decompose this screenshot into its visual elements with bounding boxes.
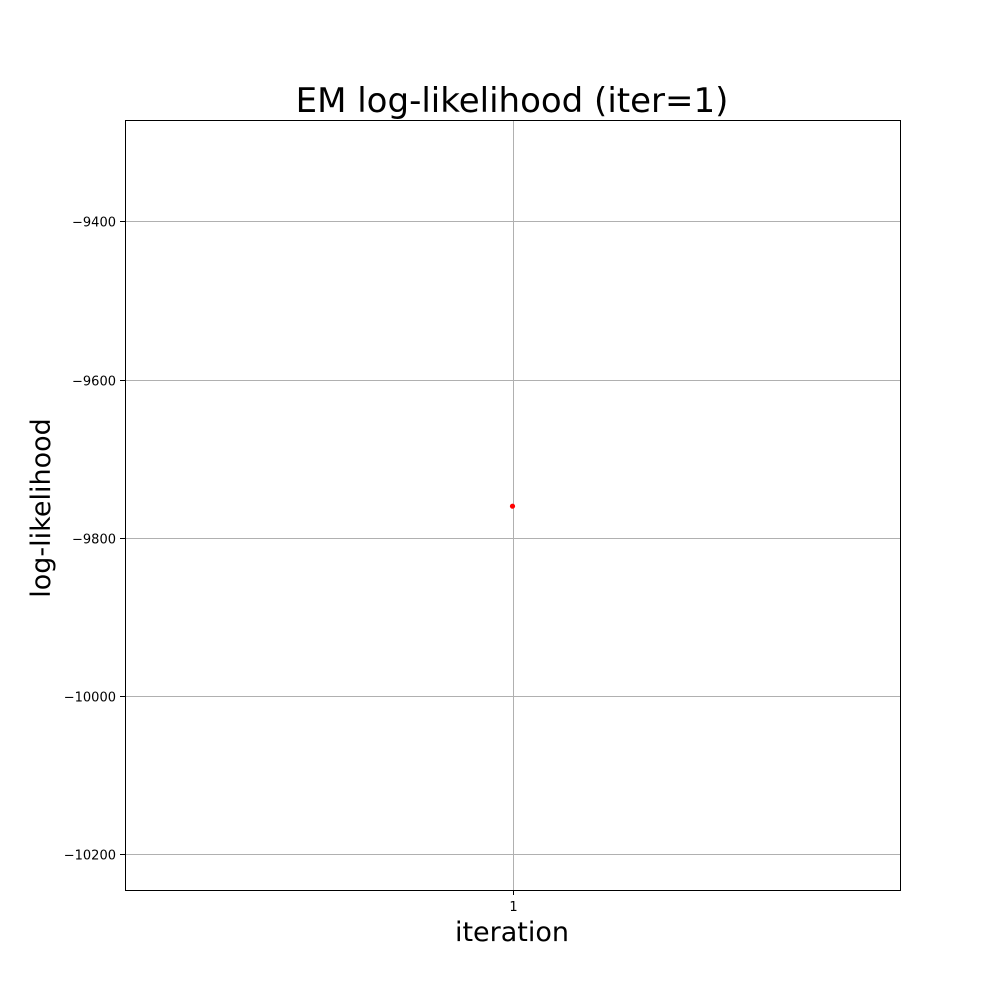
y-tick-label: −10200	[64, 849, 116, 864]
y-tick-label: −9400	[72, 216, 116, 231]
y-tick-label: −9600	[72, 375, 116, 390]
x-tick-label: 1	[509, 900, 517, 915]
data-points	[509, 503, 516, 509]
x-axis-label: iteration	[455, 917, 569, 948]
y-tick-label: −10000	[64, 691, 116, 706]
y-axis-label: log-likelihood	[26, 418, 57, 597]
y-tick-label: −9800	[72, 533, 116, 548]
data-point	[509, 503, 516, 509]
plot-frame	[125, 120, 901, 891]
axis-ticks: −9400 −9600 −9800 −10000 −10200 1	[64, 216, 518, 916]
chart-title: EM log-likelihood (iter=1)	[296, 81, 729, 121]
